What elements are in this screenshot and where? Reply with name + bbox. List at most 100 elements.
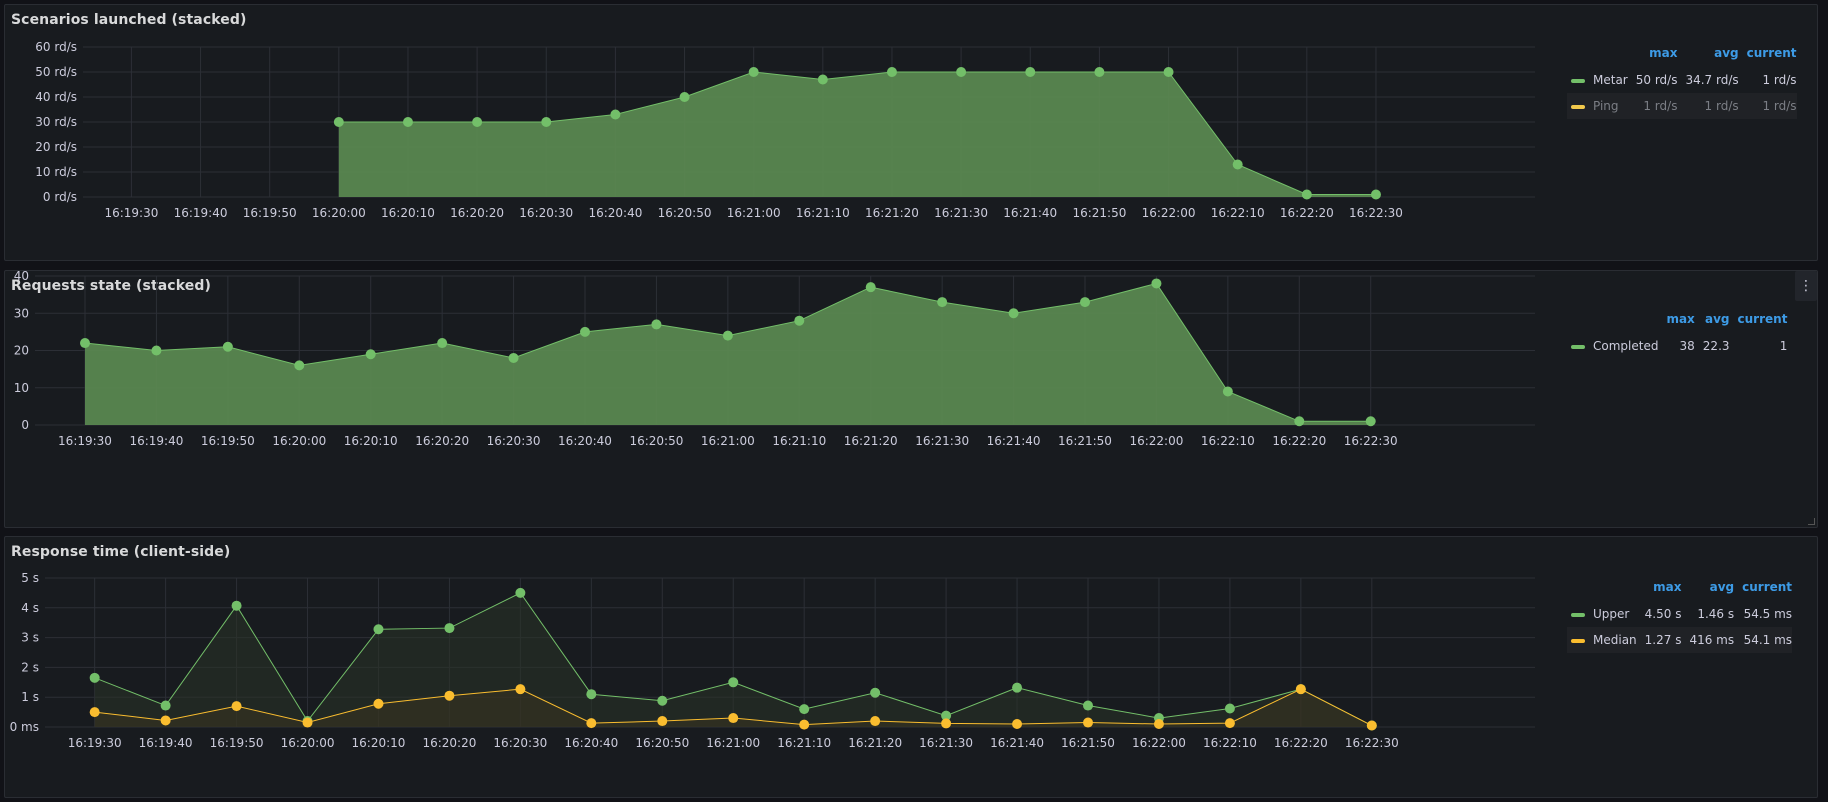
data-point-metar	[817, 74, 828, 85]
data-point-upper	[728, 677, 739, 688]
data-point-metar	[1163, 67, 1174, 77]
panel-title[interactable]: Response time (client-side)	[11, 544, 231, 560]
data-point-completed	[865, 282, 876, 293]
data-point-metar	[1025, 67, 1036, 77]
data-point-upper	[586, 689, 597, 700]
data-point-completed	[1365, 416, 1376, 427]
data-point-median	[1153, 719, 1164, 730]
data-point-median	[941, 718, 952, 729]
x-tick-label: 16:19:30	[58, 434, 112, 448]
data-point-metar	[472, 117, 483, 127]
series-line-metar	[338, 71, 1376, 195]
panel-title[interactable]: Requests state (stacked)	[11, 278, 211, 294]
data-point-median	[89, 707, 100, 718]
x-tick-label: 16:19:30	[68, 736, 122, 750]
data-point-completed	[580, 326, 590, 337]
data-point-completed	[722, 330, 733, 341]
data-point-completed	[508, 352, 519, 363]
x-tick-label: 16:20:20	[415, 434, 469, 448]
legend-value-current: 1 rd/s	[1762, 73, 1797, 87]
legend-row-metar[interactable]: Metar 50 rd/s 34.7 rd/s 1 rd/s	[1567, 67, 1797, 93]
data-point-metar	[1094, 67, 1105, 77]
x-tick-label: 16:22:20	[1280, 206, 1334, 220]
data-point-completed	[437, 338, 448, 349]
legend-swatch-icon	[1571, 104, 1585, 109]
legend-series-name[interactable]: Completed	[1593, 339, 1659, 353]
panel-response-time: Response time (client-side) 0 ms 1 s 2 s 3 …	[4, 536, 1818, 798]
data-point-completed	[1008, 308, 1019, 319]
x-tick-label: 16:20:50	[635, 736, 689, 750]
y-tick-label: 40 rd/s	[35, 90, 77, 104]
x-tick-label: 16:20:10	[344, 434, 398, 448]
legend-swatch-icon	[1571, 344, 1585, 349]
data-point-median	[870, 716, 881, 727]
data-point-completed	[794, 315, 805, 326]
data-point-completed	[80, 338, 90, 349]
legend-series-name[interactable]: Upper	[1593, 607, 1630, 621]
legend-series-name[interactable]: Median	[1593, 633, 1637, 647]
x-tick-label: 16:21:10	[796, 206, 850, 220]
legend-series-name[interactable]: Ping	[1593, 99, 1619, 113]
x-tick-label: 16:20:40	[588, 206, 642, 220]
legend-col-current[interactable]: current	[1746, 46, 1797, 60]
legend-row-upper[interactable]: Upper 4.50 s 1.46 s 54.5 ms	[1567, 601, 1792, 627]
data-point-completed	[151, 345, 162, 356]
resize-handle-icon[interactable]	[1808, 518, 1815, 525]
legend-col-max[interactable]: max	[1666, 312, 1695, 326]
data-point-metar	[1301, 189, 1312, 200]
legend-value-current: 54.5 ms	[1743, 607, 1793, 621]
legend-value-max: 4.50 s	[1644, 607, 1682, 621]
x-tick-label: 16:21:10	[772, 434, 826, 448]
x-tick-label: 16:19:40	[139, 736, 193, 750]
x-tick-label: 16:21:20	[865, 206, 919, 220]
legend-series-name[interactable]: Metar	[1593, 73, 1628, 87]
data-point-completed	[365, 349, 376, 360]
legend-col-max[interactable]: max	[1653, 580, 1682, 594]
legend-value-avg: 1.46 s	[1697, 607, 1735, 621]
x-tick-label: 16:21:20	[844, 434, 898, 448]
legend-row-median[interactable]: Median 1.27 s 416 ms 54.1 ms	[1567, 627, 1793, 653]
x-tick-label: 16:22:00	[1142, 206, 1196, 220]
legend-col-current[interactable]: current	[1737, 312, 1788, 326]
data-point-upper	[89, 672, 100, 683]
legend-col-max[interactable]: max	[1649, 46, 1678, 60]
data-point-completed	[1222, 386, 1233, 397]
y-tick-label: 10	[14, 381, 29, 395]
legend-col-avg[interactable]: avg	[1709, 580, 1735, 594]
x-tick-label: 16:21:50	[1072, 206, 1126, 220]
legend-row-completed[interactable]: Completed 38 22.3 1	[1567, 333, 1787, 359]
panel-menu-icon[interactable]: ⋮	[1795, 271, 1817, 301]
legend-value-max: 1.27 s	[1636, 627, 1682, 653]
x-tick-label: 16:20:30	[519, 206, 573, 220]
x-tick-label: 16:21:30	[919, 736, 973, 750]
x-tick-label: 16:21:00	[727, 206, 781, 220]
legend-header-spacer	[1567, 311, 1658, 333]
data-point-median	[657, 716, 668, 727]
x-tick-label: 16:21:30	[915, 434, 969, 448]
x-tick-label: 16:19:50	[201, 434, 255, 448]
data-point-upper	[444, 623, 455, 634]
data-point-median	[1224, 718, 1235, 729]
data-point-metar	[333, 117, 344, 127]
legend-col-avg[interactable]: avg	[1714, 46, 1739, 60]
x-tick-label: 16:21:00	[706, 736, 760, 750]
x-tick-label: 16:22:00	[1129, 434, 1183, 448]
x-tick-label: 16:19:40	[174, 206, 228, 220]
data-point-metar	[748, 67, 759, 77]
legend-row-ping[interactable]: Ping 1 rd/s 1 rd/s 1 rd/s	[1567, 93, 1797, 119]
legend-swatch-icon	[1571, 638, 1585, 643]
data-point-median	[231, 701, 242, 712]
legend-swatch-icon	[1571, 78, 1585, 83]
panel-title[interactable]: Scenarios launched (stacked)	[11, 12, 247, 28]
data-point-completed	[294, 360, 305, 371]
data-point-median	[302, 717, 313, 728]
legend-col-current[interactable]: current	[1742, 580, 1793, 594]
y-tick-label: 0 ms	[10, 720, 39, 734]
legend-scenarios: max avg current Metar 50 rd/s 34.7 rd/s 1 rd/s…	[1567, 45, 1797, 119]
series-area-metar	[338, 72, 1376, 197]
x-tick-label: 16:20:00	[312, 206, 366, 220]
y-tick-label: 40	[14, 271, 29, 283]
legend-col-avg[interactable]: avg	[1705, 312, 1730, 326]
x-tick-label: 16:20:10	[381, 206, 435, 220]
x-tick-label: 16:21:00	[701, 434, 755, 448]
